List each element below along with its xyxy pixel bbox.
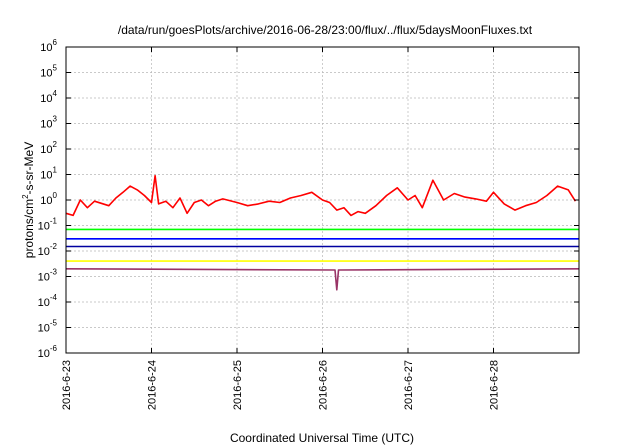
x-tick-label: 2016-6-23: [61, 360, 73, 410]
x-tick-label: 2016-6-27: [403, 360, 415, 410]
y-tick-base: 10: [40, 195, 52, 207]
y-tick-exponent: 3: [53, 115, 58, 124]
y-tick-exponent: -6: [50, 344, 58, 353]
x-tick-label: 2016-6-25: [232, 360, 244, 410]
y-tick-base: 10: [40, 68, 52, 80]
y-tick-label: 10-6: [38, 344, 58, 360]
y-tick-exponent: -2: [50, 242, 58, 251]
series-group: [65, 174, 580, 291]
y-tick-label: 10-5: [38, 319, 58, 335]
y-tick-exponent: 4: [53, 89, 58, 98]
y-axis: 10610510410310210110010-110-210-310-410-…: [38, 38, 579, 360]
y-tick-base: 10: [38, 272, 50, 284]
x-tick-label: 2016-6-26: [318, 360, 330, 410]
y-tick-label: 103: [40, 115, 57, 131]
y-tick-label: 10-3: [38, 268, 58, 284]
y-tick-label: 10-1: [38, 217, 58, 233]
y-tick-exponent: -5: [50, 319, 58, 328]
y-tick-base: 10: [40, 93, 52, 105]
y-tick-label: 100: [40, 191, 57, 207]
series-line-0: [65, 174, 577, 217]
y-axis-title-prefix: protons/cm: [22, 199, 36, 258]
chart-title: /data/run/goesPlots/archive/2016-06-28/2…: [118, 23, 533, 37]
y-tick-base: 10: [38, 246, 50, 258]
x-tick-label: 2016-6-28: [489, 360, 501, 410]
y-tick-base: 10: [40, 170, 52, 182]
x-tick-label: 2016-6-24: [147, 360, 159, 410]
y-tick-base: 10: [38, 221, 50, 233]
y-tick-label: 106: [40, 38, 57, 54]
y-tick-exponent: 6: [53, 38, 58, 47]
y-tick-base: 10: [40, 119, 52, 131]
y-tick-base: 10: [38, 323, 50, 335]
y-tick-label: 101: [40, 166, 57, 182]
y-tick-exponent: -1: [50, 217, 58, 226]
y-tick-label: 10-4: [38, 293, 58, 309]
y-axis-title: protons/cm2-s-sr-MeV: [21, 142, 36, 258]
x-axis-title: Coordinated Universal Time (UTC): [230, 431, 414, 445]
series-line-6: [65, 267, 580, 291]
y-tick-exponent: -4: [50, 293, 58, 302]
y-tick-exponent: 1: [53, 166, 58, 175]
y-tick-exponent: 5: [53, 64, 58, 73]
y-tick-base: 10: [38, 297, 50, 309]
y-tick-exponent: -3: [50, 268, 58, 277]
y-tick-label: 10-2: [38, 242, 58, 258]
x-axis: 2016-6-23 2016-6-24 2016-6-25 2016-6-26 2016…: [61, 47, 501, 410]
y-axis-title-suffix: -s-sr-MeV: [22, 142, 36, 195]
y-tick-exponent: 2: [53, 140, 58, 149]
y-tick-label: 102: [40, 140, 57, 156]
y-axis-title-sup: 2: [21, 194, 30, 199]
y-tick-base: 10: [40, 144, 52, 156]
y-tick-label: 104: [40, 89, 57, 105]
y-tick-base: 10: [40, 42, 52, 54]
y-tick-base: 10: [38, 348, 50, 360]
y-tick-exponent: 0: [53, 191, 58, 200]
y-tick-label: 105: [40, 64, 57, 80]
